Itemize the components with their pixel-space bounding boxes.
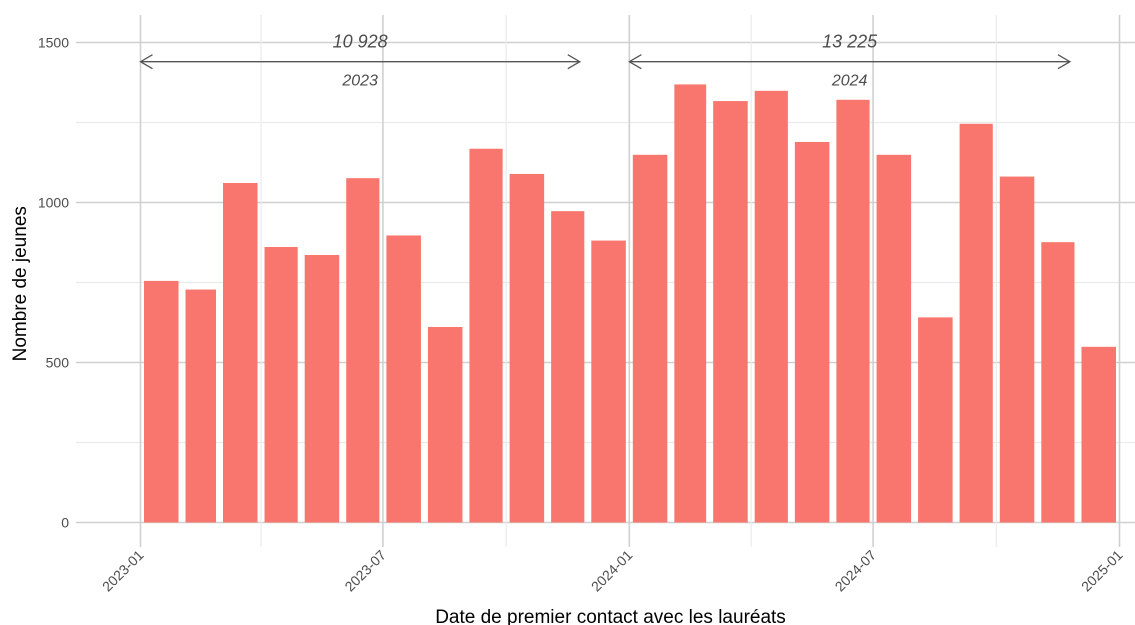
bar-2023-07 (386, 235, 421, 523)
bar-2024-01 (632, 154, 668, 523)
annotation-arrow-head-left (139, 54, 153, 70)
annotation-arrow-head-right (567, 54, 582, 70)
x-tick-label: 2025-01 (1078, 547, 1126, 595)
annotation-total-label: 10 928 (333, 32, 388, 52)
x-axis-title: Date de premier contact avec les lauréat… (435, 607, 786, 625)
bar-2024-10 (999, 176, 1035, 523)
bar-2023-12 (591, 240, 626, 523)
annotation-2024: 13 225 2024 (628, 32, 1072, 90)
annotation-total-label: 13 225 (822, 32, 878, 52)
bar-2024-05 (794, 142, 830, 523)
y-tick-label: 1500 (38, 35, 69, 51)
bar-2023-06 (346, 178, 380, 523)
x-tick-label: 2024-07 (832, 547, 880, 595)
bar-2024-09 (959, 123, 993, 523)
annotation-arrow-head-left (628, 54, 642, 70)
bars (144, 84, 1116, 523)
bar-2023-05 (304, 254, 340, 523)
bar-2024-03 (713, 101, 748, 523)
bar-2023-01 (144, 280, 179, 523)
annotation-year-label: 2023 (341, 73, 378, 90)
x-tick-label: 2024-01 (588, 547, 636, 595)
y-tick-label: 0 (61, 515, 69, 531)
bar-2023-11 (551, 211, 585, 523)
bar-2024-07 (876, 154, 912, 523)
annotations: 10 928 2023 13 225 2024 (139, 32, 1072, 90)
annotation-2023: 10 928 2023 (139, 32, 582, 90)
bar-2023-02 (185, 289, 217, 523)
bar-2023-10 (509, 174, 545, 523)
bar-2023-03 (223, 182, 258, 523)
bar-2024-08 (918, 317, 953, 523)
bar-2024-06 (836, 99, 870, 523)
x-tick-label: 2023-07 (341, 547, 389, 595)
annotation-arrow-head-right (1057, 54, 1072, 70)
x-tick-label: 2023-01 (99, 547, 147, 595)
bar-2023-09 (469, 148, 503, 523)
bar-2023-04 (264, 246, 298, 523)
annotation-year-label: 2024 (831, 73, 868, 90)
y-tick-label: 500 (46, 355, 70, 371)
y-axis-title: Nombre de jeunes (10, 206, 31, 361)
bar-2024-04 (754, 90, 788, 523)
bar-2024-11 (1041, 242, 1075, 523)
y-tick-label: 1000 (38, 195, 69, 211)
bar-2023-08 (427, 326, 463, 523)
bar-2024-12 (1081, 346, 1116, 523)
bar-2024-02 (674, 84, 707, 523)
